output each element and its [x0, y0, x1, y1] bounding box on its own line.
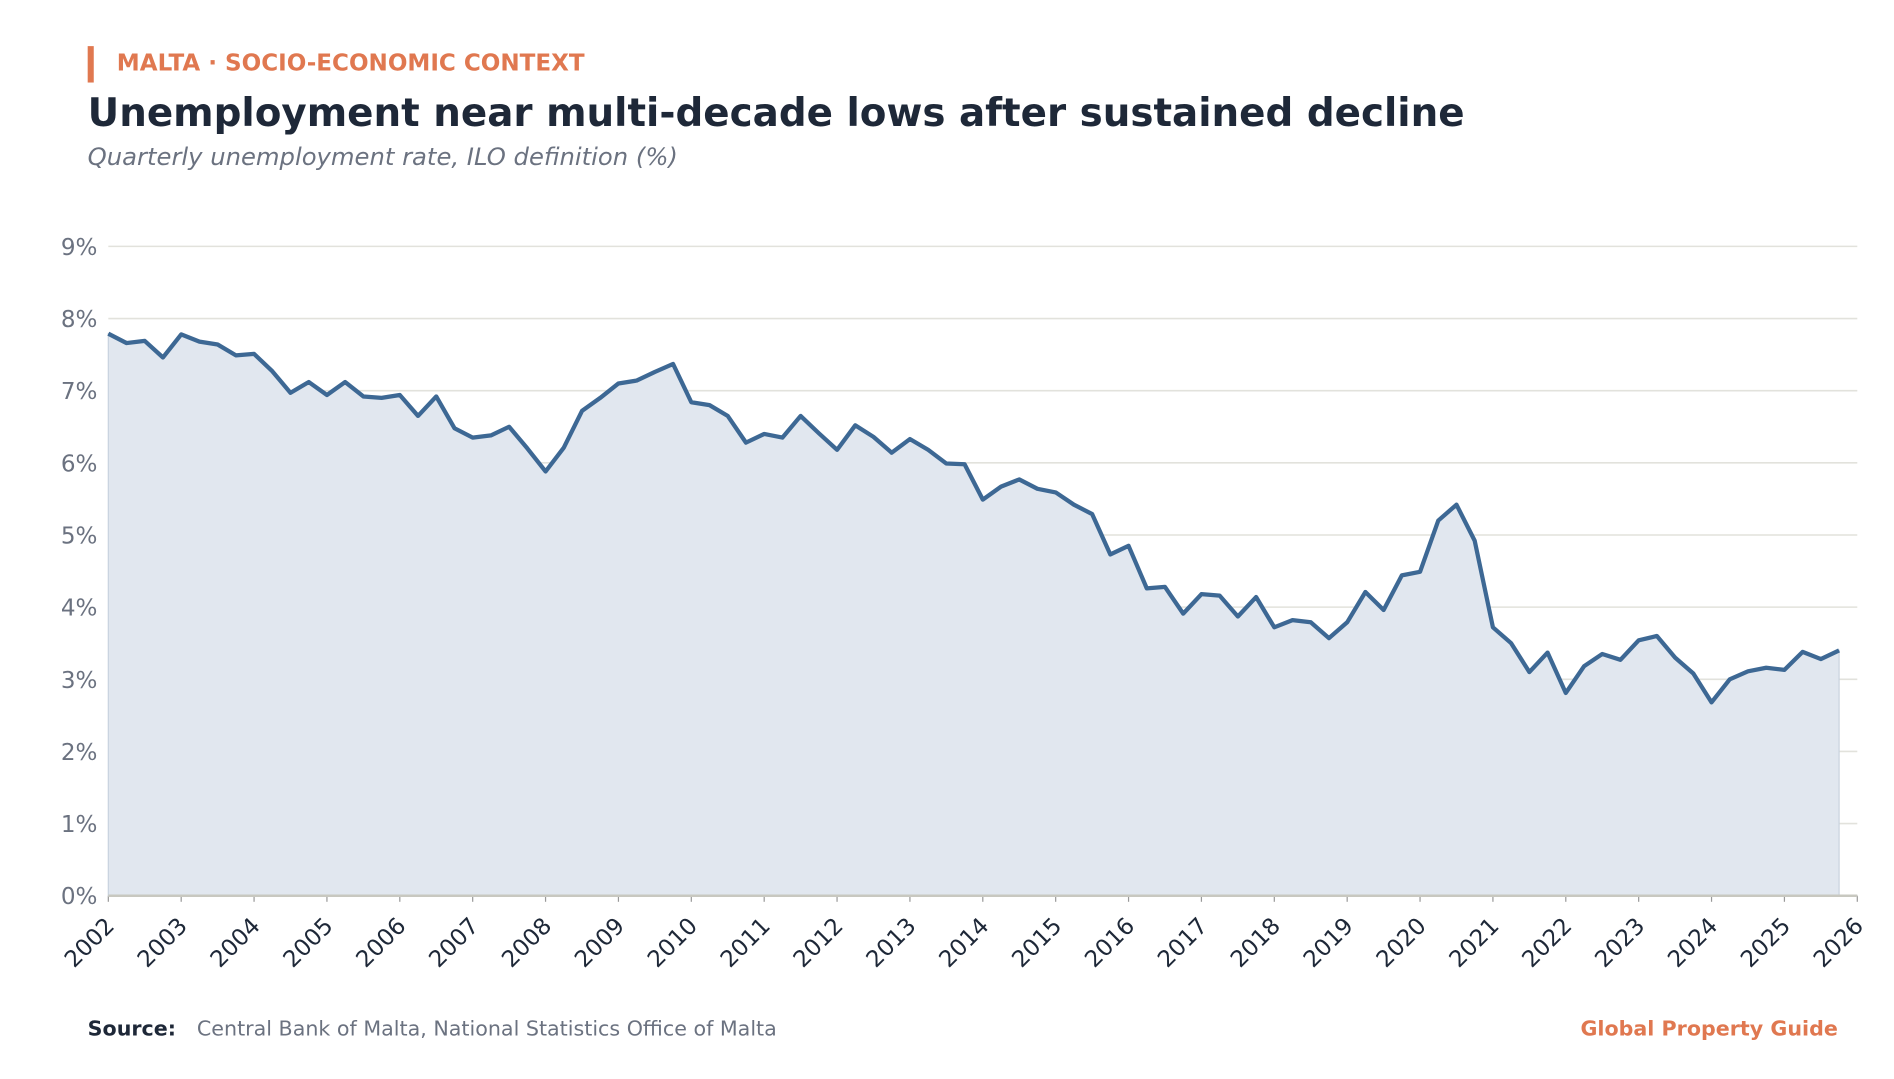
- x-tick-label: 2015: [1007, 913, 1067, 973]
- y-tick-label: 6%: [61, 451, 98, 477]
- x-tick-label: 2025: [1736, 913, 1796, 973]
- x-tick-label: 2020: [1372, 913, 1432, 973]
- x-tick-label: 2017: [1153, 913, 1213, 973]
- x-tick-label: 2013: [862, 913, 922, 973]
- y-tick-label: 5%: [61, 523, 98, 549]
- y-tick-label: 1%: [61, 812, 98, 838]
- x-tick-label: 2009: [570, 913, 630, 973]
- kicker: MALTA · SOCIO-ECONOMIC CONTEXT: [117, 50, 585, 76]
- y-tick-label: 3%: [61, 668, 98, 694]
- accent-bar: [87, 46, 94, 83]
- chart-subtitle: Quarterly unemployment rate, ILO definit…: [88, 142, 678, 171]
- y-tick-label: 7%: [61, 379, 98, 405]
- x-tick-label: 2016: [1080, 913, 1140, 973]
- x-tick-label: 2008: [497, 913, 557, 973]
- line: [107, 331, 1840, 705]
- x-tick-label: 2006: [351, 913, 411, 973]
- y-tick-label: 0%: [61, 884, 98, 910]
- x-tick-label: 2024: [1663, 913, 1723, 973]
- x-tick-label: 2002: [60, 913, 120, 973]
- x-tick-label: 2022: [1517, 913, 1577, 973]
- y-tick-label: 2%: [61, 740, 98, 766]
- brand: Global Property Guide: [1580, 1016, 1837, 1040]
- x-tick-label: 2021: [1445, 913, 1505, 973]
- area-fill: [107, 332, 1840, 897]
- x-tick-label: 2026: [1809, 913, 1869, 973]
- x-tick-label: 2011: [716, 913, 776, 973]
- y-tick-label: 8%: [61, 307, 98, 333]
- y-tick-label: 4%: [61, 596, 98, 622]
- x-tick-label: 2007: [424, 913, 484, 973]
- x-tick-label: 2018: [1226, 913, 1286, 973]
- x-tick-label: 2005: [279, 913, 339, 973]
- source-text: Central Bank of Malta, National Statisti…: [197, 1016, 777, 1040]
- x-tick-label: 2003: [133, 913, 193, 973]
- x-tick-label: 2014: [934, 913, 994, 973]
- y-tick-label: 9%: [61, 235, 98, 261]
- chart-title: Unemployment near multi-decade lows afte…: [88, 91, 1465, 136]
- x-tick-label: 2012: [789, 913, 849, 973]
- x-tick-label: 2004: [206, 913, 266, 973]
- x-tick-label: 2019: [1299, 913, 1359, 973]
- x-tick-label: 2010: [643, 913, 703, 973]
- source-label: Source:: [88, 1016, 176, 1040]
- x-tick-label: 2023: [1590, 913, 1650, 973]
